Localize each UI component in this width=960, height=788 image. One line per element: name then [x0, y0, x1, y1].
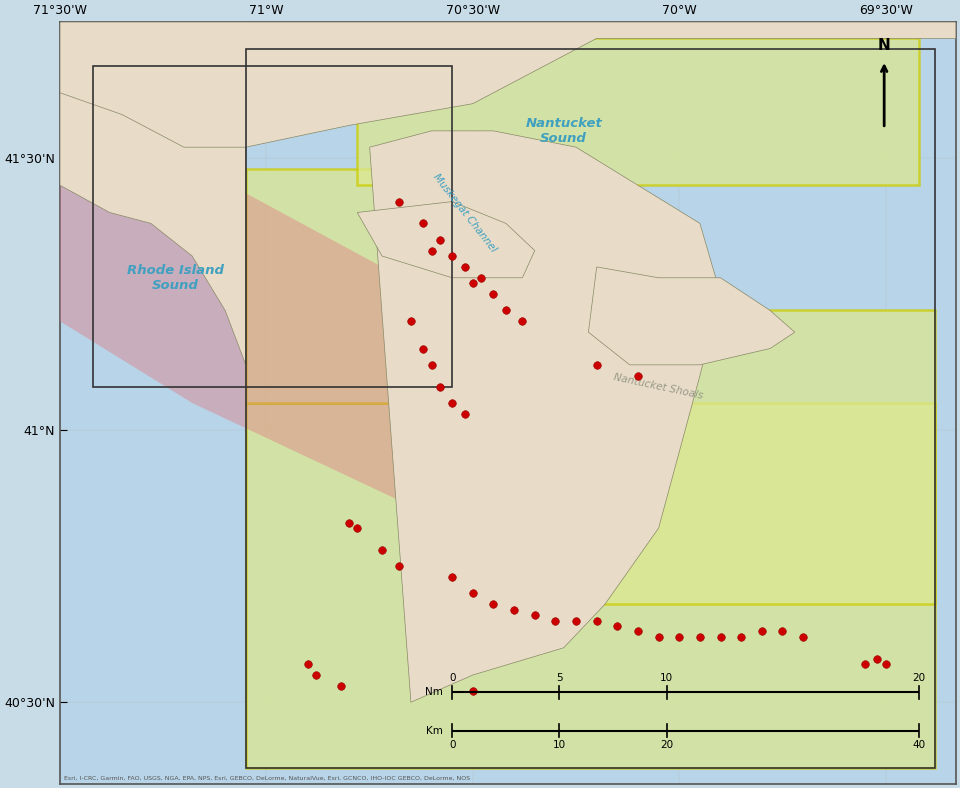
- Text: 20: 20: [660, 740, 673, 749]
- Text: Nantucket Shoals: Nantucket Shoals: [612, 372, 705, 401]
- Text: 0: 0: [449, 673, 455, 683]
- Text: Rhode Island
Sound: Rhode Island Sound: [127, 264, 224, 292]
- Text: 40: 40: [912, 740, 925, 749]
- Bar: [93, 65, 452, 387]
- Text: Km: Km: [426, 726, 443, 735]
- Text: 5: 5: [556, 673, 563, 683]
- Text: 0: 0: [449, 740, 455, 749]
- Polygon shape: [60, 22, 246, 365]
- Bar: [357, 39, 919, 185]
- Polygon shape: [370, 131, 721, 702]
- Text: 10: 10: [660, 673, 673, 683]
- Text: 20: 20: [912, 673, 925, 683]
- Text: N: N: [877, 38, 891, 53]
- Text: Muskegat Channel: Muskegat Channel: [431, 171, 498, 254]
- Bar: [246, 403, 935, 768]
- Text: Esri, I-CRC, Garmin, FAO, USGS, NGA, EPA, NPS, Esri, GEBCO, DeLorme, NaturalVue,: Esri, I-CRC, Garmin, FAO, USGS, NGA, EPA…: [64, 776, 470, 781]
- Text: Nantucket
Sound: Nantucket Sound: [525, 117, 602, 145]
- Polygon shape: [60, 93, 481, 539]
- Bar: [246, 49, 935, 768]
- Bar: [246, 169, 481, 403]
- Text: Nm: Nm: [425, 687, 443, 697]
- Text: 10: 10: [553, 740, 566, 749]
- Polygon shape: [60, 22, 956, 147]
- Bar: [481, 310, 935, 604]
- Polygon shape: [357, 202, 535, 278]
- Polygon shape: [588, 267, 795, 365]
